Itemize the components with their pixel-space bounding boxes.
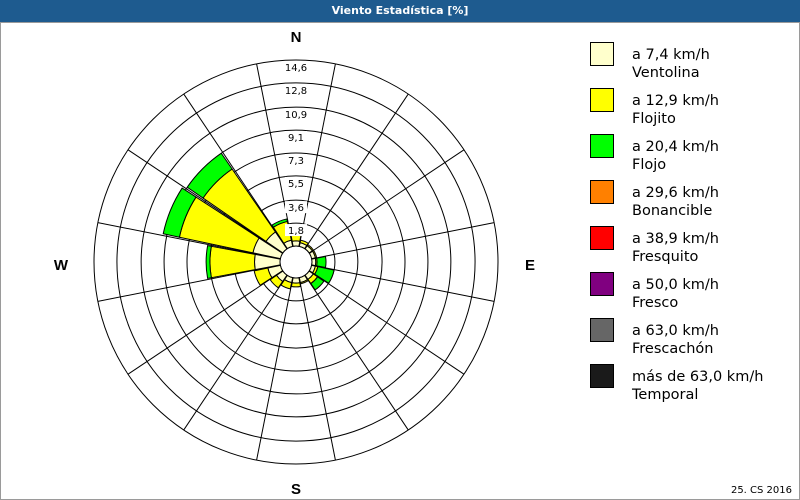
grid-spoke	[309, 270, 465, 375]
legend-name-label: Bonancible	[632, 203, 713, 219]
radial-tick-label: 9,1	[288, 133, 304, 144]
legend-speed-label: a 20,4 km/h	[632, 139, 719, 155]
legend-item: a 50,0 km/h Fresco	[590, 272, 790, 318]
legend-item: a 38,9 km/h Fresquito	[590, 226, 790, 272]
legend-name-label: Ventolina	[632, 65, 700, 81]
bar-nnw-flojo	[271, 218, 288, 228]
legend-swatch	[590, 272, 614, 296]
legend-item: a 63,0 km/h Frescachón	[590, 318, 790, 364]
tick-label-bg	[285, 201, 307, 214]
legend-speed-label: a 29,6 km/h	[632, 185, 719, 201]
legend-item: a 29,6 km/h Bonancible	[590, 180, 790, 226]
grid-ring	[116, 82, 476, 442]
grid-spoke	[311, 222, 495, 260]
grid-spoke	[183, 275, 288, 431]
footer-credit: 25. CS 2016	[730, 485, 792, 496]
legend-name-label: Flojo	[632, 157, 667, 173]
legend-item: a 7,4 km/h Ventolina	[590, 42, 790, 88]
compass-label-e: E	[525, 257, 535, 274]
tick-label-bg	[285, 224, 307, 237]
legend-name-label: Flojito	[632, 111, 676, 127]
tick-label-bg	[285, 154, 307, 166]
legend: a 7,4 km/h Ventolina a 12,9 km/h Flojito a 2…	[590, 42, 790, 410]
legend-swatch	[590, 180, 614, 204]
grid-spoke	[183, 93, 288, 249]
grid-ring	[140, 106, 452, 418]
tick-label-bg	[285, 131, 307, 144]
grid-spoke	[256, 277, 294, 461]
legend-item: más de 63,0 km/h Temporal	[590, 364, 790, 410]
bar-se-flojo	[310, 276, 325, 291]
window-title: Viento Estadística [%]	[0, 0, 800, 22]
bar-nne-flojito	[299, 239, 309, 247]
radial-tick-label: 10,9	[285, 110, 307, 121]
radial-tick-label: 7,3	[288, 156, 304, 167]
compass-label-s: S	[291, 481, 301, 498]
grid-spoke	[97, 222, 281, 260]
legend-swatch	[590, 134, 614, 158]
radial-tick-label: 3,6	[288, 203, 304, 214]
legend-name-label: Fresquito	[632, 249, 699, 265]
tick-label-bg	[285, 61, 307, 73]
bar-s-flojito	[290, 282, 302, 288]
bar-ese-flojo	[314, 266, 335, 284]
legend-speed-label: a 12,9 km/h	[632, 93, 719, 109]
tick-label-bg	[285, 176, 307, 189]
legend-name-label: Fresco	[632, 295, 679, 311]
grid-ring	[93, 59, 499, 465]
bar-e-flojo	[316, 255, 327, 269]
grid-ring	[186, 152, 406, 372]
legend-item: a 12,9 km/h Flojito	[590, 88, 790, 134]
compass-label-n: N	[291, 29, 302, 46]
legend-name-label: Frescachón	[632, 341, 714, 357]
legend-swatch	[590, 364, 614, 388]
bar-sw-flojito	[269, 274, 284, 289]
bar-nw-flojo	[186, 152, 233, 199]
legend-item: a 20,4 km/h Flojo	[590, 134, 790, 180]
bar-sse-flojito	[299, 279, 309, 285]
legend-speed-label: a 63,0 km/h	[632, 323, 719, 339]
grid-spoke	[304, 93, 409, 249]
bar-wsw-flojito	[253, 267, 273, 286]
legend-speed-label: más de 63,0 km/h	[632, 369, 764, 385]
radial-tick-label: 1,8	[288, 226, 304, 237]
legend-swatch	[590, 226, 614, 250]
bar-n-ventolina	[291, 240, 301, 247]
legend-swatch	[590, 318, 614, 342]
grid-spoke	[304, 275, 409, 431]
bar-wnw-flojo	[162, 187, 197, 238]
bar-w-flojo	[205, 245, 212, 279]
bar-s-ventolina	[291, 277, 301, 284]
polar-grid	[93, 59, 499, 465]
grid-spoke	[309, 149, 465, 254]
legend-speed-label: a 50,0 km/h	[632, 277, 719, 293]
wind-bars	[162, 152, 335, 291]
tick-label-bg	[285, 108, 307, 121]
radial-tick-label: 14,6	[285, 63, 307, 74]
legend-swatch	[590, 42, 614, 66]
grid-spoke	[127, 149, 283, 254]
grid-ring	[163, 129, 429, 395]
radial-tick-label: 12,8	[285, 86, 307, 97]
bar-ssw-flojito	[280, 279, 293, 290]
legend-speed-label: a 38,9 km/h	[632, 231, 719, 247]
grid-spoke	[97, 264, 281, 302]
grid-spoke	[298, 277, 336, 461]
grid-spoke	[256, 63, 294, 247]
radial-tick-label: 5,5	[288, 179, 304, 190]
grid-spoke	[127, 270, 283, 375]
legend-speed-label: a 7,4 km/h	[632, 47, 710, 63]
legend-name-label: Temporal	[632, 387, 699, 403]
tick-label-bg	[285, 83, 307, 96]
bar-ne-flojito	[306, 243, 315, 252]
grid-spoke	[311, 264, 495, 302]
compass-label-w: W	[54, 257, 69, 274]
bar-ene-flojito	[311, 249, 318, 259]
grid-spoke	[298, 63, 336, 247]
legend-swatch	[590, 88, 614, 112]
radial-tick-labels: 1,8 3,6 5,5 7,3 9,1 10,9 12,8 14,6	[285, 61, 307, 237]
